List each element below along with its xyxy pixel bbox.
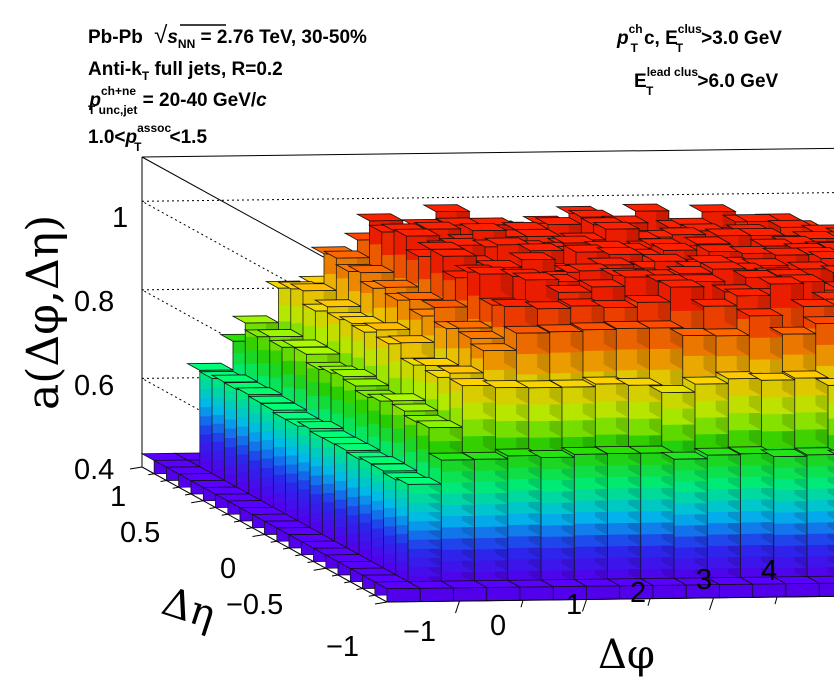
z-gridline	[141, 192, 834, 202]
bar-top	[185, 362, 235, 371]
lego-bars	[140, 203, 834, 603]
bar-top	[621, 203, 671, 212]
bar-top	[231, 315, 281, 324]
bar-top	[355, 213, 405, 222]
bar-top	[422, 204, 471, 213]
bar-top	[688, 204, 737, 213]
frame-edge	[141, 147, 834, 158]
